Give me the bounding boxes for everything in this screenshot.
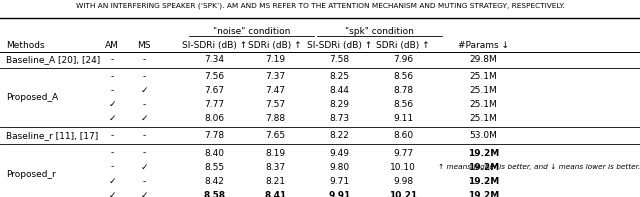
Text: 8.25: 8.25 <box>329 72 349 81</box>
Text: 7.78: 7.78 <box>204 131 225 140</box>
Text: 8.58: 8.58 <box>204 191 225 197</box>
Text: 7.58: 7.58 <box>329 55 349 64</box>
Text: 9.77: 9.77 <box>393 149 413 157</box>
Text: 7.96: 7.96 <box>393 55 413 64</box>
Text: 9.11: 9.11 <box>393 114 413 123</box>
Text: 8.42: 8.42 <box>204 177 225 186</box>
Text: 9.91: 9.91 <box>328 191 350 197</box>
Text: 8.60: 8.60 <box>393 131 413 140</box>
Text: SI-SDRi (dB) ↑: SI-SDRi (dB) ↑ <box>182 41 247 50</box>
Text: 19.2M: 19.2M <box>468 191 499 197</box>
Text: -: - <box>110 149 114 157</box>
Text: 9.80: 9.80 <box>329 163 349 172</box>
Text: Baseline_r [11], [17]: Baseline_r [11], [17] <box>6 131 99 140</box>
Text: -: - <box>110 131 114 140</box>
Text: ✓: ✓ <box>140 191 148 197</box>
Text: ✓: ✓ <box>140 163 148 172</box>
Text: 8.41: 8.41 <box>264 191 286 197</box>
Text: ↑ means higher is better, and ↓ means lower is better.: ↑ means higher is better, and ↓ means lo… <box>438 164 640 170</box>
Text: -: - <box>110 72 114 81</box>
Text: 9.71: 9.71 <box>329 177 349 186</box>
Text: 7.19: 7.19 <box>265 55 285 64</box>
Text: -: - <box>142 177 146 186</box>
Text: -: - <box>110 163 114 172</box>
Text: Proposed_A: Proposed_A <box>6 93 58 102</box>
Text: 9.98: 9.98 <box>393 177 413 186</box>
Text: ✓: ✓ <box>140 86 148 95</box>
Text: SDRi (dB) ↑: SDRi (dB) ↑ <box>376 41 430 50</box>
Text: 19.2M: 19.2M <box>468 177 499 186</box>
Text: 19.2M: 19.2M <box>468 163 499 172</box>
Text: 7.56: 7.56 <box>204 72 225 81</box>
Text: ✓: ✓ <box>108 114 116 123</box>
Text: -: - <box>142 55 146 64</box>
Text: 8.44: 8.44 <box>329 86 349 95</box>
Text: Baseline_A [20], [24]: Baseline_A [20], [24] <box>6 55 100 64</box>
Text: 8.29: 8.29 <box>329 100 349 109</box>
Text: MS: MS <box>137 41 151 50</box>
Text: "spk" condition: "spk" condition <box>345 27 413 36</box>
Text: SDRi (dB) ↑: SDRi (dB) ↑ <box>248 41 302 50</box>
Text: WITH AN INTERFERING SPEAKER (‘SPK’). AM AND MS REFER TO THE ATTENTION MECHANISM : WITH AN INTERFERING SPEAKER (‘SPK’). AM … <box>76 3 564 9</box>
Text: 7.65: 7.65 <box>265 131 285 140</box>
Text: 7.88: 7.88 <box>265 114 285 123</box>
Text: 25.1M: 25.1M <box>469 114 497 123</box>
Text: 7.77: 7.77 <box>204 100 225 109</box>
Text: "noise" condition: "noise" condition <box>212 27 290 36</box>
Text: -: - <box>142 72 146 81</box>
Text: #Params ↓: #Params ↓ <box>458 41 509 50</box>
Text: 25.1M: 25.1M <box>469 100 497 109</box>
Text: AM: AM <box>105 41 119 50</box>
Text: 29.8M: 29.8M <box>469 55 497 64</box>
Text: 8.06: 8.06 <box>204 114 225 123</box>
Text: 9.49: 9.49 <box>329 149 349 157</box>
Text: 7.37: 7.37 <box>265 72 285 81</box>
Text: -: - <box>142 149 146 157</box>
Text: Methods: Methods <box>6 41 45 50</box>
Text: 8.19: 8.19 <box>265 149 285 157</box>
Text: Proposed_r: Proposed_r <box>6 170 56 179</box>
Text: 7.34: 7.34 <box>204 55 225 64</box>
Text: 8.78: 8.78 <box>393 86 413 95</box>
Text: 25.1M: 25.1M <box>469 86 497 95</box>
Text: 8.40: 8.40 <box>204 149 225 157</box>
Text: ✓: ✓ <box>108 177 116 186</box>
Text: 10.10: 10.10 <box>390 163 416 172</box>
Text: 8.56: 8.56 <box>393 100 413 109</box>
Text: -: - <box>110 55 114 64</box>
Text: ✓: ✓ <box>140 114 148 123</box>
Text: 8.56: 8.56 <box>393 72 413 81</box>
Text: 8.37: 8.37 <box>265 163 285 172</box>
Text: 7.47: 7.47 <box>265 86 285 95</box>
Text: -: - <box>110 86 114 95</box>
Text: -: - <box>142 100 146 109</box>
Text: 8.21: 8.21 <box>265 177 285 186</box>
Text: 10.21: 10.21 <box>389 191 417 197</box>
Text: 7.57: 7.57 <box>265 100 285 109</box>
Text: 7.67: 7.67 <box>204 86 225 95</box>
Text: 19.2M: 19.2M <box>468 149 499 157</box>
Text: 8.22: 8.22 <box>329 131 349 140</box>
Text: ✓: ✓ <box>108 100 116 109</box>
Text: 8.73: 8.73 <box>329 114 349 123</box>
Text: 8.55: 8.55 <box>204 163 225 172</box>
Text: ✓: ✓ <box>108 191 116 197</box>
Text: 25.1M: 25.1M <box>469 72 497 81</box>
Text: 53.0M: 53.0M <box>469 131 497 140</box>
Text: SI-SDRi (dB) ↑: SI-SDRi (dB) ↑ <box>307 41 372 50</box>
Text: -: - <box>142 131 146 140</box>
